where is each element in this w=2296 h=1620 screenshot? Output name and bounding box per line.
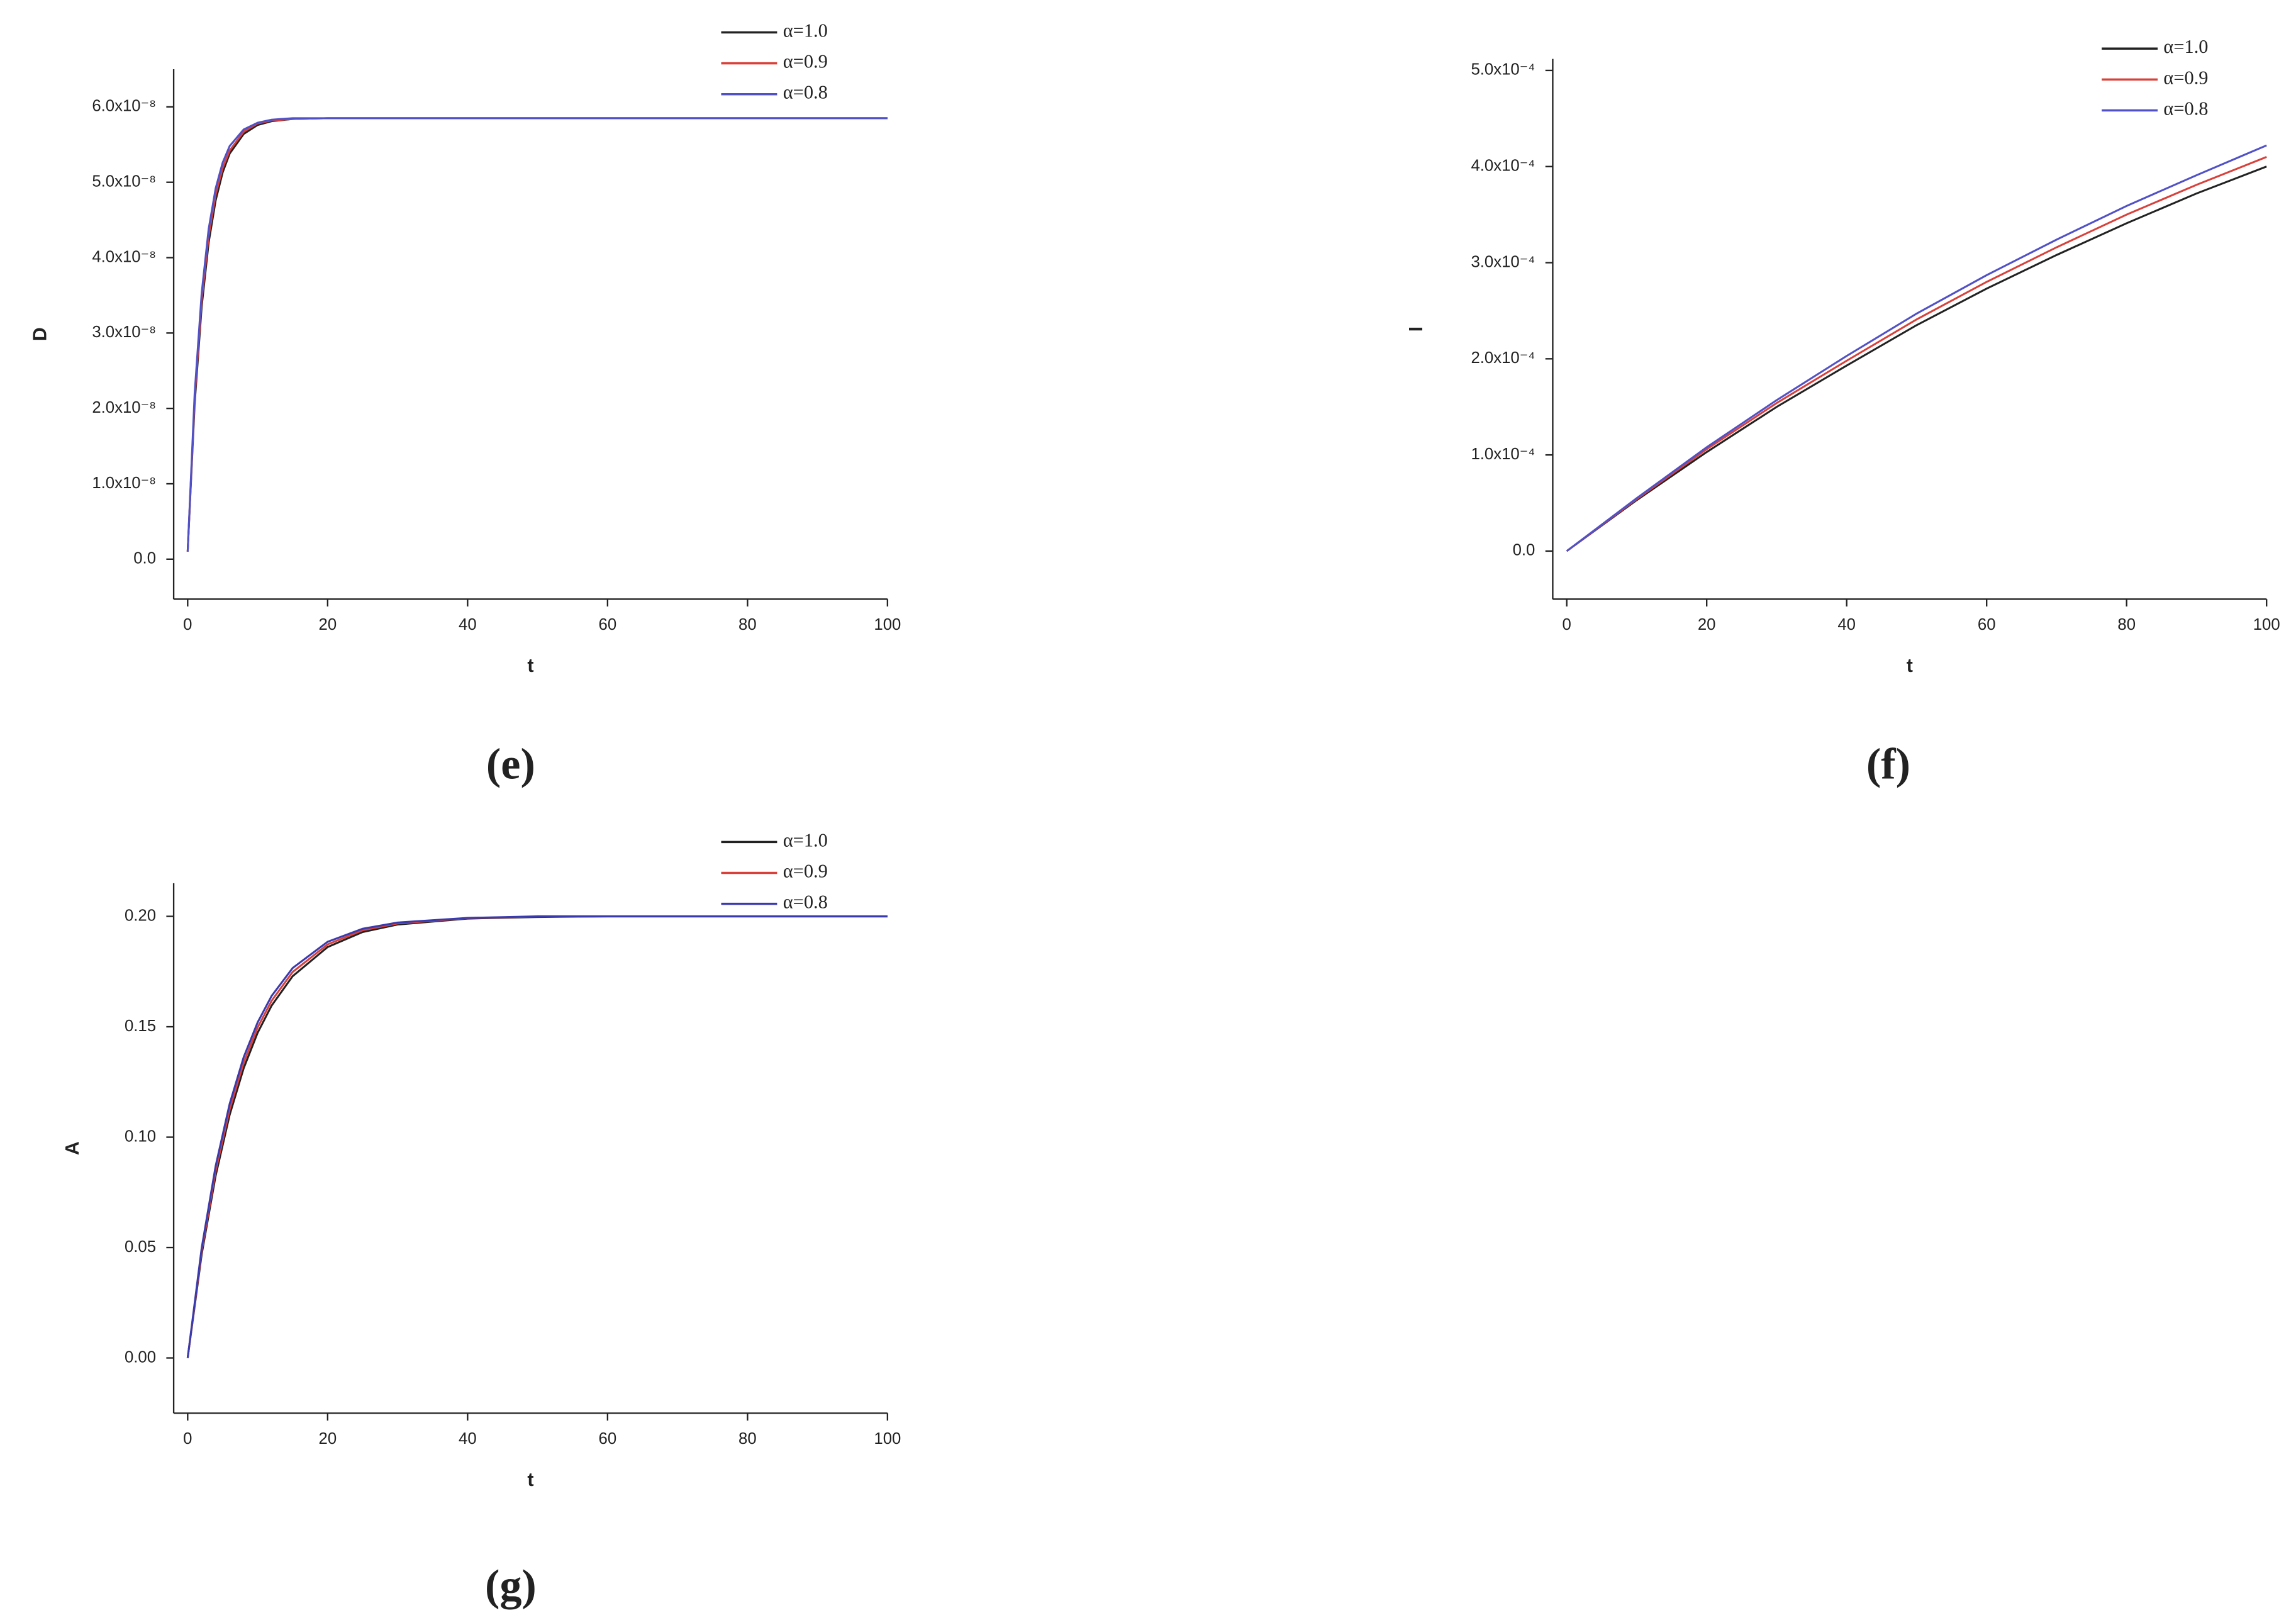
series-line	[186, 117, 888, 552]
panel-label: (f)	[1866, 740, 1910, 789]
x-tick-label: 0	[183, 1430, 192, 1448]
legend-label: α=0.9	[2163, 67, 2208, 88]
x-tick-label: 0	[183, 616, 192, 634]
y-tick-label: 0.15	[125, 1017, 156, 1035]
x-tick-label: 20	[319, 616, 337, 634]
x-axis-label: t	[1907, 655, 1913, 676]
x-tick-label: 60	[1978, 616, 1996, 634]
y-tick-label: 1.0x10⁻⁴	[1471, 445, 1535, 463]
y-axis-label: I	[1405, 327, 1427, 332]
series-line	[186, 915, 888, 1358]
series-line	[1566, 156, 2267, 552]
x-tick-label: 20	[319, 1430, 337, 1448]
x-tick-label: 100	[2253, 616, 2280, 634]
series-line	[186, 915, 888, 1358]
legend-label: α=1.0	[783, 829, 828, 851]
x-tick-label: 60	[599, 616, 617, 634]
x-axis-label: t	[527, 655, 533, 676]
panel-label: (e)	[486, 740, 535, 789]
legend-label: α=0.8	[783, 891, 828, 913]
y-tick-label: 0.05	[125, 1238, 156, 1256]
legend-label: α=0.8	[783, 82, 828, 103]
y-tick-label: 1.0x10⁻⁸	[92, 474, 156, 492]
series-line	[186, 117, 888, 552]
x-tick-label: 60	[599, 1430, 617, 1448]
series-line	[1566, 165, 2267, 552]
y-axis-label: A	[62, 1141, 83, 1155]
y-tick-label: 2.0x10⁻⁸	[92, 399, 156, 416]
series-line	[1566, 144, 2267, 552]
x-tick-label: 100	[874, 1430, 901, 1448]
x-tick-label: 40	[1837, 616, 1856, 634]
legend-label: α=0.9	[783, 861, 828, 882]
legend-label: α=0.8	[2163, 98, 2208, 119]
y-tick-label: 0.10	[125, 1127, 156, 1145]
y-tick-label: 4.0x10⁻⁴	[1471, 157, 1535, 175]
y-axis-label: D	[30, 327, 51, 341]
y-tick-label: 6.0x10⁻⁸	[92, 98, 156, 115]
y-tick-label: 5.0x10⁻⁴	[1471, 61, 1535, 79]
x-tick-label: 80	[738, 1430, 757, 1448]
x-tick-label: 80	[2117, 616, 2136, 634]
series-line	[186, 117, 888, 552]
y-tick-label: 0.0	[1513, 542, 1535, 559]
y-tick-label: 2.0x10⁻⁴	[1471, 349, 1535, 367]
y-tick-label: 0.0	[133, 550, 156, 567]
panel-label: (g)	[485, 1561, 537, 1610]
y-tick-label: 4.0x10⁻⁸	[92, 248, 156, 265]
legend-label: α=1.0	[783, 20, 828, 41]
x-tick-label: 40	[459, 616, 477, 634]
x-tick-label: 100	[874, 616, 901, 634]
x-tick-label: 20	[1698, 616, 1716, 634]
y-tick-label: 0.20	[125, 907, 156, 924]
y-tick-label: 3.0x10⁻⁸	[92, 323, 156, 341]
x-tick-label: 0	[1563, 616, 1571, 634]
legend-label: α=0.9	[783, 51, 828, 72]
y-tick-label: 0.00	[125, 1348, 156, 1366]
y-tick-label: 3.0x10⁻⁴	[1471, 253, 1535, 271]
x-tick-label: 80	[738, 616, 757, 634]
legend-label: α=1.0	[2163, 36, 2208, 57]
x-tick-label: 40	[459, 1430, 477, 1448]
series-line	[186, 915, 888, 1358]
y-tick-label: 5.0x10⁻⁸	[92, 173, 156, 191]
x-axis-label: t	[527, 1469, 533, 1490]
